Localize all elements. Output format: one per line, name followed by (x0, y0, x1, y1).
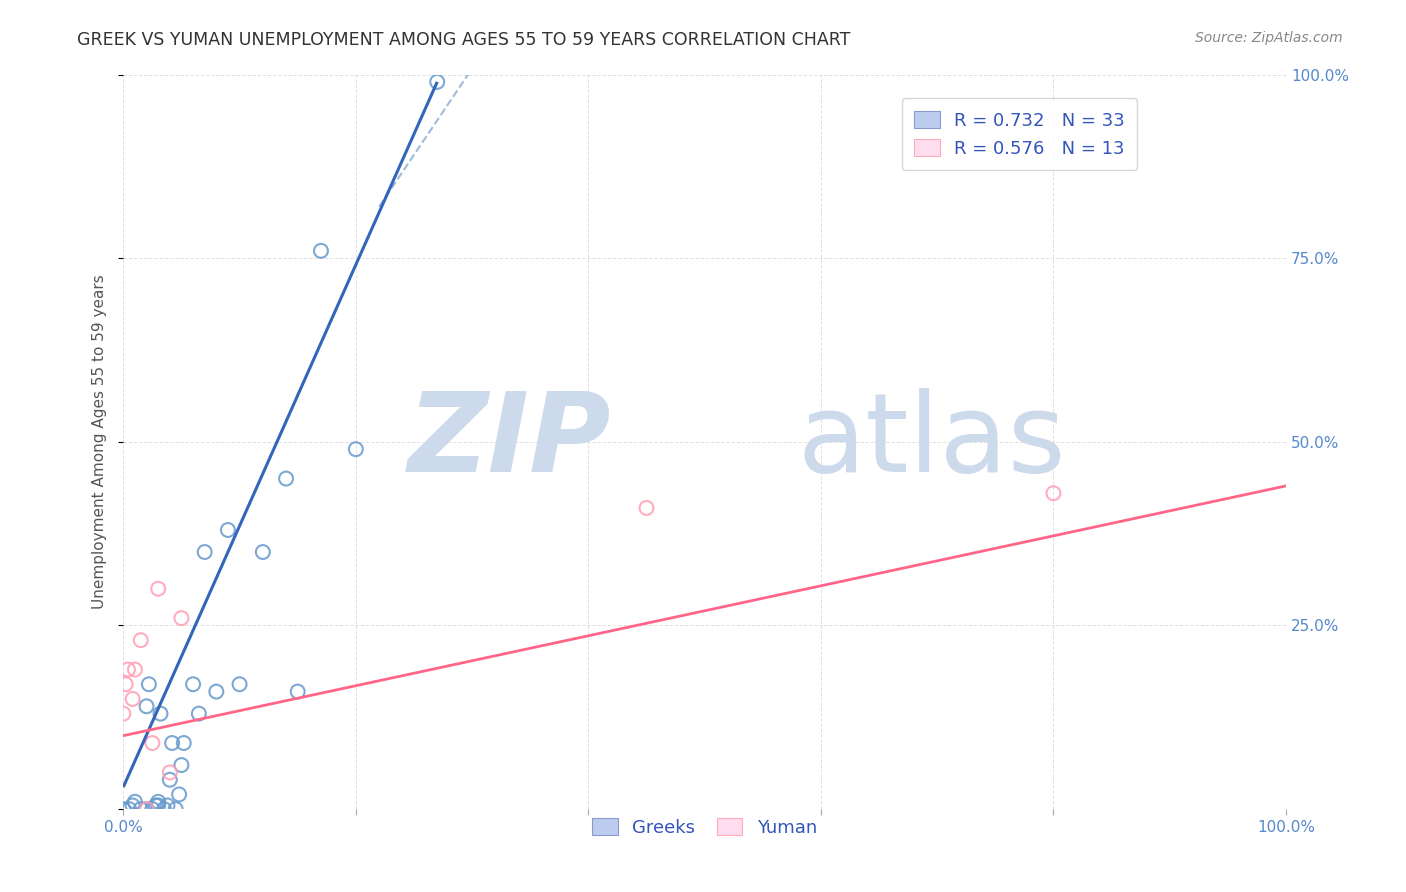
Point (148, 795, 170, 809)
Text: Source: ZipAtlas.com: Source: ZipAtlas.com (1195, 31, 1343, 45)
Point (148, 582, 170, 596)
Point (426, 75, 449, 89)
Point (344, 442, 367, 457)
Point (156, 798, 179, 813)
Point (205, 684, 228, 698)
Point (145, 798, 167, 813)
Point (636, 500, 658, 515)
Point (135, 802, 157, 816)
Point (135, 699, 157, 714)
Point (112, 706, 135, 721)
Point (159, 765, 181, 780)
Point (181, 677, 204, 691)
Point (121, 692, 143, 706)
Point (187, 706, 209, 721)
Point (165, 802, 187, 816)
Point (170, 611, 193, 625)
Point (309, 244, 332, 258)
Point (167, 788, 190, 802)
Point (159, 772, 181, 787)
Point (252, 545, 274, 559)
Y-axis label: Unemployment Among Ages 55 to 59 years: Unemployment Among Ages 55 to 59 years (93, 275, 107, 609)
Point (121, 798, 143, 813)
Point (170, 758, 193, 772)
Point (149, 706, 172, 721)
Point (173, 736, 195, 750)
Text: GREEK VS YUMAN UNEMPLOYMENT AMONG AGES 55 TO 59 YEARS CORRELATION CHART: GREEK VS YUMAN UNEMPLOYMENT AMONG AGES 5… (77, 31, 851, 49)
Point (135, 802, 157, 816)
Text: atlas: atlas (797, 388, 1066, 495)
Text: ZIP: ZIP (408, 388, 612, 495)
Point (194, 545, 217, 559)
Point (274, 472, 297, 486)
Point (118, 802, 141, 816)
Point (117, 663, 139, 677)
Point (138, 677, 160, 691)
Point (148, 798, 170, 813)
Point (141, 736, 163, 750)
Point (228, 677, 250, 691)
Point (112, 802, 135, 816)
Point (129, 802, 152, 816)
Point (153, 802, 176, 816)
Point (124, 795, 146, 809)
Point (1042, 486, 1064, 500)
Point (141, 802, 163, 816)
Point (160, 736, 183, 750)
Point (217, 523, 239, 537)
Point (114, 677, 136, 691)
Point (287, 684, 309, 698)
Legend: Greeks, Yuman: Greeks, Yuman (585, 811, 824, 844)
Point (124, 663, 146, 677)
Point (129, 633, 152, 648)
